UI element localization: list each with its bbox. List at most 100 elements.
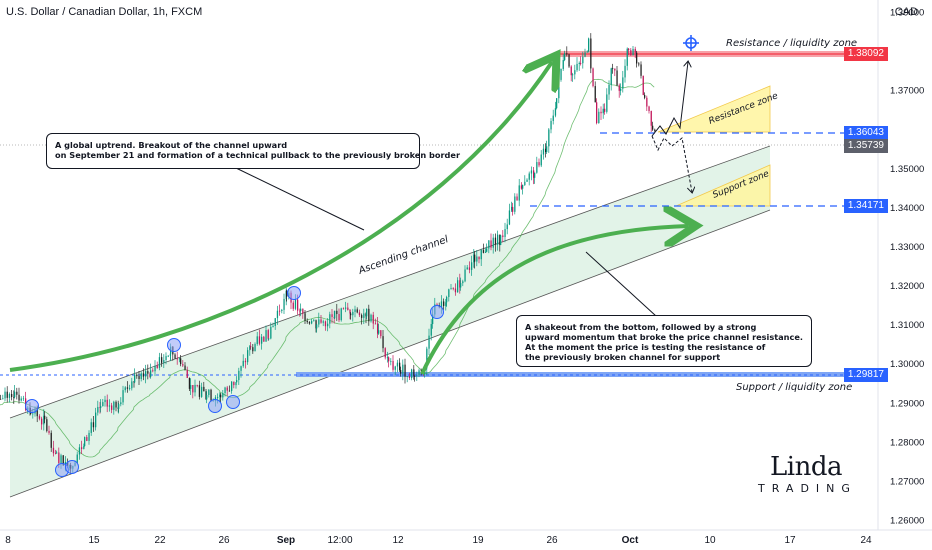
candle-body [163,359,165,363]
candle-body [384,348,386,358]
y-axis-panel[interactable] [878,0,932,530]
candle-body [592,68,594,87]
candle-body [261,336,263,344]
candle-body [50,432,52,448]
candle-body [186,369,188,378]
candle-body [180,358,182,365]
projection-up-path [651,62,688,137]
candle-body [486,248,488,252]
candle-body [402,364,404,374]
candle-body [462,281,464,284]
x-tick-label: 19 [472,535,484,546]
candle-body [552,115,554,121]
candle-body [533,170,535,178]
candle-body [11,393,13,397]
candle-body [140,373,142,380]
bottom-callout-line: the previously broken channel for suppor… [525,352,721,362]
candle-body [224,387,226,394]
candle-body [231,381,233,391]
candle-body [272,325,274,327]
candle-body [443,301,445,306]
candle-body [36,408,38,417]
symbol-title: U.S. Dollar / Canadian Dollar, 1h, FXCM [6,6,203,18]
candle-body [196,384,198,386]
candle-body [612,68,614,70]
currency-label: CAD [894,6,918,18]
candle-body [522,184,524,189]
candle-body [300,308,302,312]
candle-body [654,129,656,132]
candle-body [206,394,208,400]
candle-body [254,343,256,352]
candle-body [327,323,329,327]
candle-body [190,385,192,389]
candle-body [32,413,34,415]
candle-body [283,298,285,310]
candle-body [306,320,308,323]
candle-body [286,290,288,297]
candle-body [345,307,347,309]
candle-body [468,267,471,270]
candle-body [356,309,358,313]
candle-body [420,370,422,372]
candle-body [136,374,138,377]
candle-body [338,314,340,321]
x-tick-label: Sep [277,535,295,546]
price-tag-resistance: 1.38092 [843,47,888,61]
candle-body [548,129,550,147]
candle-body [511,206,513,211]
candle-body [13,396,15,398]
candle-body [471,262,473,270]
candle-body [540,154,542,166]
candlesticks [0,33,656,475]
candle-body [586,51,588,53]
candle-body [636,52,638,64]
x-tick-label: 10 [704,535,716,546]
candle-body [608,84,610,95]
candle-body [406,376,408,377]
price-tag-136043: 1.36043 [843,126,888,140]
candle-body [276,310,279,319]
candle-body [268,338,270,340]
candle-body [78,447,81,455]
candle-body [100,406,102,409]
candle-body [500,235,502,245]
candle-body [281,309,283,312]
candle-body [129,388,131,389]
candle-body [184,365,186,370]
candle-body [632,48,634,56]
candle-body [640,64,642,76]
candle-body [118,404,120,409]
candle-body [167,355,169,357]
channel-touch-points [25,286,444,477]
candle-body [390,361,392,362]
candle-body [64,461,67,466]
candle-body [630,50,632,56]
candle-body [440,301,443,307]
candle-body [252,347,254,352]
candle-body [250,346,252,348]
candle-body [514,196,516,212]
candle-body [342,308,345,310]
logo-main-text: Linda [770,452,842,482]
candle-body [620,88,622,91]
candle-body [201,386,203,397]
y-tick-label: 1.29000 [890,398,924,409]
candle-body [18,394,20,401]
resistance-liquidity-label: Resistance / liquidity zone [726,38,858,49]
candle-body [265,330,267,342]
candle-body [361,315,363,318]
candle-body [267,330,269,339]
channel-upper-line [9,145,771,419]
candle-body [614,68,616,71]
logo-sub-text: TRADING [758,482,857,495]
candle-body [113,401,115,410]
candle-body [584,52,586,57]
candle-body [436,304,438,306]
candle-body [38,416,41,419]
candle-body [396,362,399,367]
linda-trading-logo: Linda TRADING [752,452,862,500]
candle-body [520,185,523,189]
candle-body [60,455,62,464]
